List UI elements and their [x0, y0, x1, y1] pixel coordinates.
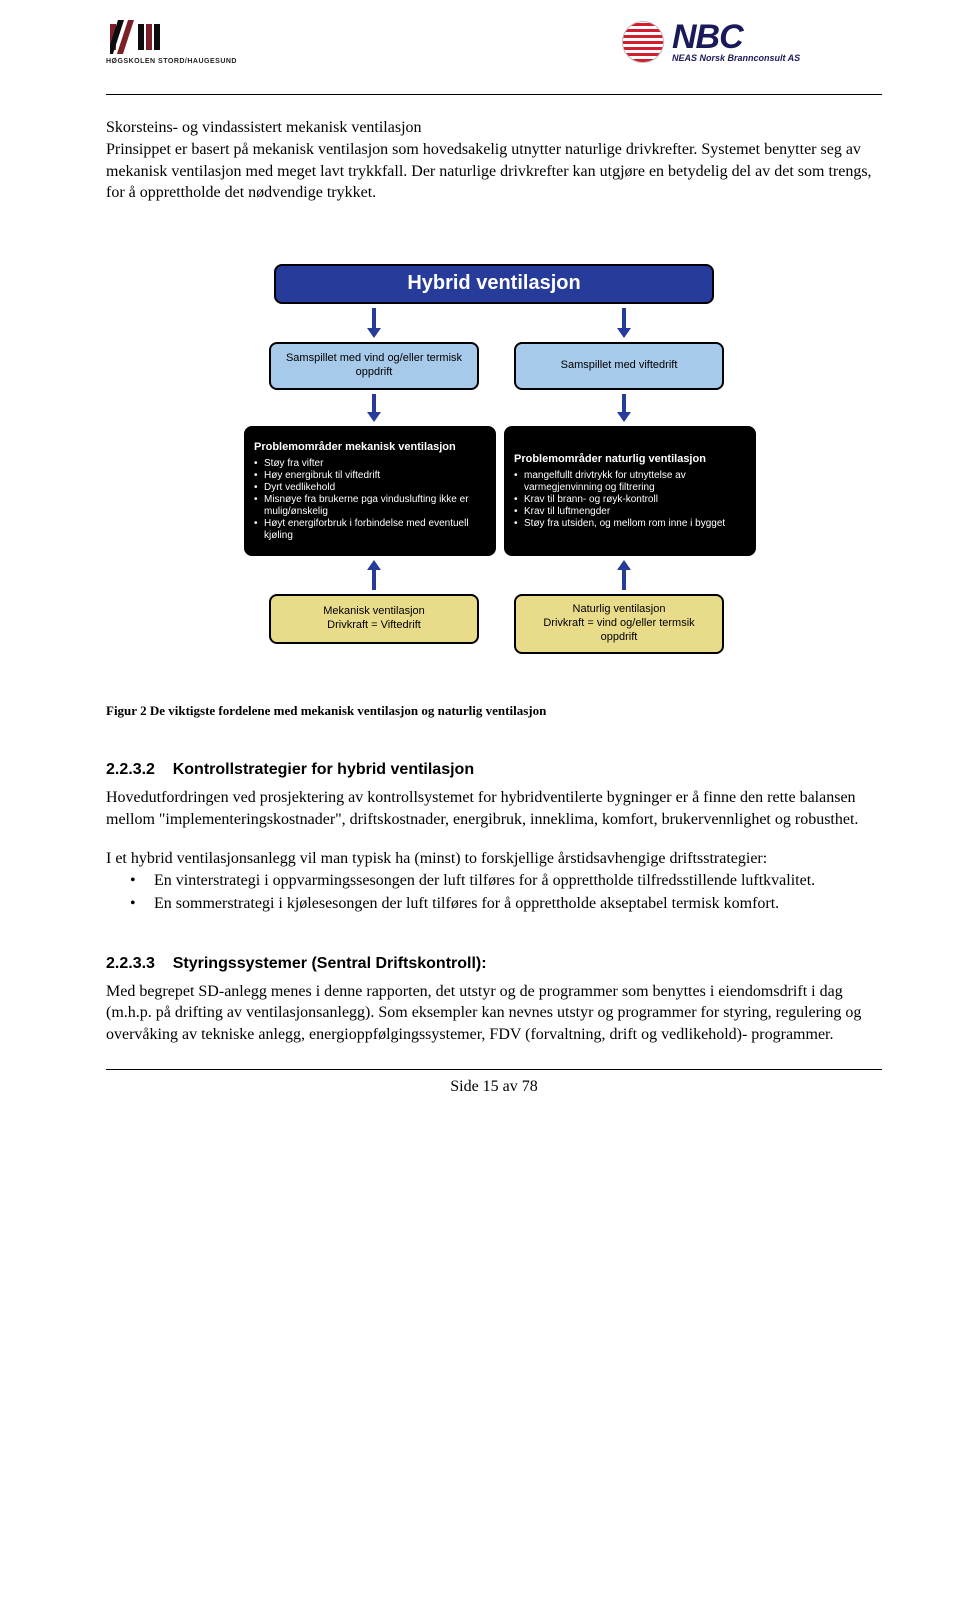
footer-rule [106, 1069, 882, 1070]
intro-heading: Skorsteins- og vindassistert mekanisk ve… [106, 119, 422, 136]
list-item: Høy energibruk til viftedrift [264, 470, 486, 482]
list-item: mangelfullt drivtrykk for utnyttelse av … [524, 470, 746, 494]
header-rule [106, 94, 882, 95]
arrow-up-icon [364, 560, 384, 590]
intro-body: Prinsippet er basert på mekanisk ventila… [106, 141, 872, 201]
list-item: Høyt energiforbruk i forbindelse med eve… [264, 518, 486, 542]
prob-left-list: Støy fra vifter Høy energibruk til vifte… [254, 458, 486, 542]
prob-left-title: Problemområder mekanisk ventilasjon [254, 440, 486, 455]
page: HØGSKOLEN STORD/HAUGESUND NBC NEAS Norsk… [0, 0, 960, 1128]
diagram-sub-right: Samspillet med viftedrift [514, 342, 724, 390]
header-logos: HØGSKOLEN STORD/HAUGESUND NBC NEAS Norsk… [106, 20, 882, 66]
hsh-tagline: HØGSKOLEN STORD/HAUGESUND [106, 57, 256, 66]
logo-hsh: HØGSKOLEN STORD/HAUGESUND [106, 20, 256, 66]
figure-caption: Figur 2 De viktigste fordelene med mekan… [106, 702, 882, 720]
section-title: Styringssystemer (Sentral Driftskontroll… [173, 955, 487, 972]
hsh-bars-icon [110, 20, 256, 54]
diagram-header-box: Hybrid ventilasjon [274, 264, 714, 304]
diagram-prob-left: Problemområder mekanisk ventilasjon Støy… [244, 426, 496, 556]
arrow-down-icon [364, 308, 384, 338]
list-item: En vinterstrategi i oppvarmingssesongen … [154, 870, 882, 892]
diagram-sub-left: Samspillet med vind og/eller termisk opp… [269, 342, 479, 390]
section-num: 2.2.3.2 [106, 761, 155, 778]
arrow-up-icon [614, 560, 634, 590]
nbc-circle-icon [622, 21, 664, 63]
diagram-header-text: Hybrid ventilasjon [284, 270, 704, 297]
diagram-prob-right: Problemområder naturlig ventilasjon mang… [504, 426, 756, 556]
diagram-bottom-right-text: Naturlig ventilasjon Drivkraft = vind og… [524, 603, 714, 644]
diagram-bottom-left-text: Mekanisk ventilasjon Drivkraft = Viftedr… [279, 605, 469, 633]
s2232-p2-lead: I et hybrid ventilasjonsanlegg vil man t… [106, 848, 882, 870]
list-item: Krav til brann- og røyk-kontroll [524, 494, 746, 506]
intro-paragraph: Skorsteins- og vindassistert mekanisk ve… [106, 117, 882, 203]
prob-right-list: mangelfullt drivtrykk for utnyttelse av … [514, 470, 746, 530]
figure-hybrid-ventilasjon: Hybrid ventilasjon Samspillet med vind o… [106, 264, 882, 684]
diagram-container: Hybrid ventilasjon Samspillet med vind o… [214, 264, 774, 684]
s2233-body: Med begrepet SD-anlegg menes i denne rap… [106, 981, 882, 1046]
s2232-p1: Hovedutfordringen ved prosjektering av k… [106, 787, 882, 830]
list-item: Krav til luftmengder [524, 506, 746, 518]
nbc-big: NBC [672, 20, 800, 54]
diagram-bottom-right: Naturlig ventilasjon Drivkraft = vind og… [514, 594, 724, 654]
section-title: Kontrollstrategier for hybrid ventilasjo… [173, 761, 474, 778]
list-item: Støy fra vifter [264, 458, 486, 470]
s2232-bullets: En vinterstrategi i oppvarmingssesongen … [106, 870, 882, 915]
list-item: Misnøye fra brukerne pga vinduslufting i… [264, 494, 486, 518]
list-item: Dyrt vedlikehold [264, 482, 486, 494]
arrow-down-icon [364, 394, 384, 422]
page-number: Side 15 av 78 [106, 1076, 882, 1098]
section-num: 2.2.3.3 [106, 955, 155, 972]
list-item: En sommerstrategi i kjølesesongen der lu… [154, 893, 882, 915]
diagram-bottom-left: Mekanisk ventilasjon Drivkraft = Viftedr… [269, 594, 479, 644]
arrow-down-icon [614, 308, 634, 338]
diagram-sub-right-text: Samspillet med viftedrift [524, 359, 714, 373]
list-item: Støy fra utsiden, og mellom rom inne i b… [524, 518, 746, 530]
logo-nbc: NBC NEAS Norsk Brannconsult AS [622, 20, 882, 63]
section-2233-heading: 2.2.3.3 Styringssystemer (Sentral Drifts… [106, 953, 882, 975]
nbc-small: NEAS Norsk Brannconsult AS [672, 54, 800, 63]
arrow-down-icon [614, 394, 634, 422]
section-2232-heading: 2.2.3.2 Kontrollstrategier for hybrid ve… [106, 759, 882, 781]
diagram-sub-left-text: Samspillet med vind og/eller termisk opp… [279, 352, 469, 380]
prob-right-title: Problemområder naturlig ventilasjon [514, 452, 746, 467]
